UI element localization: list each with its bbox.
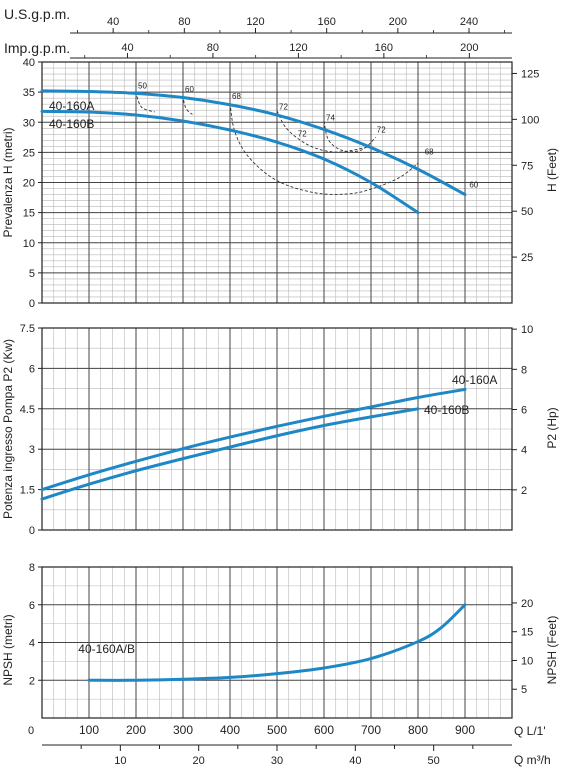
impgpm-tick-label: 120 [289, 42, 307, 54]
head-y-tick-label: 30 [23, 117, 35, 129]
efficiency-label: 74 [326, 113, 335, 122]
npsh-y2-axis-label: NPSH (Feet) [545, 616, 559, 685]
power-curve-40-160B [40, 407, 420, 501]
npsh-y2-tick-label: 20 [521, 598, 533, 610]
lmin-zero-label: 0 [28, 725, 34, 737]
head-series-label: 40-160A [49, 99, 94, 113]
npsh-y2-tick-label: 15 [521, 627, 533, 639]
head-curve-40-160A [40, 89, 467, 197]
lmin-tick-label: 700 [361, 723, 381, 737]
efficiency-label: 50 [138, 81, 147, 90]
npsh-y-axis-label: NPSH (metri) [1, 614, 15, 685]
efficiency-label: 68 [232, 92, 241, 101]
usgpm-tick-label: 120 [246, 16, 264, 28]
lmin-axis-label: Q L/1' [514, 724, 546, 738]
power-y-tick-label: 0 [29, 525, 35, 537]
efficiency-curve [135, 91, 155, 113]
impgpm-tick-label: 160 [375, 42, 393, 54]
lmin-tick-label: 100 [79, 723, 99, 737]
m3h-axis-label: Q m³/h [514, 753, 551, 767]
head-y-tick-label: 35 [23, 87, 35, 99]
usgpm-tick-label: 200 [389, 16, 407, 28]
lmin-tick-label: 800 [408, 723, 428, 737]
lmin-tick-label: 500 [267, 723, 287, 737]
head-y2-tick-label: 25 [521, 252, 533, 264]
impgpm-tick-label: 80 [207, 42, 219, 54]
impgpm-axis-label: Imp.g.p.m. [4, 40, 70, 56]
head-y2-tick-label: 75 [521, 160, 533, 172]
power-series-label: 40-160A [452, 373, 497, 387]
efficiency-label: 72 [279, 102, 288, 111]
power-y2-tick-label: 6 [521, 404, 527, 416]
lmin-tick-label: 400 [220, 723, 240, 737]
impgpm-tick-label: 40 [121, 42, 133, 54]
power-y-tick-label: 6 [29, 363, 35, 375]
plot-frame [41, 327, 513, 531]
efficiency-label: 72 [377, 125, 386, 134]
head-y-tick-label: 25 [23, 147, 35, 159]
head-y-axis-label: Prevalenza H (metri) [1, 127, 15, 237]
m3h-tick-label: 30 [271, 755, 283, 767]
efficiency-label: 72 [298, 130, 307, 139]
m3h-tick-label: 40 [349, 755, 361, 767]
npsh-y-tick-label: 2 [29, 675, 35, 687]
power-y-tick-label: 1.5 [20, 485, 35, 497]
power-y-tick-label: 4.5 [20, 404, 35, 416]
npsh-y2-tick-label: 10 [521, 655, 533, 667]
power-y2-tick-label: 4 [521, 445, 527, 457]
grid [42, 327, 512, 531]
lmin-tick-label: 200 [126, 723, 146, 737]
npsh-y-tick-label: 8 [29, 562, 35, 574]
npsh-series-label: 40-160A/B [78, 642, 135, 656]
npsh-y-tick-label: 4 [29, 638, 35, 650]
npsh-y2-tick-label: 5 [521, 684, 527, 696]
power-y-tick-label: 3 [29, 444, 35, 456]
head-y-tick-label: 15 [23, 208, 35, 220]
impgpm-tick-label: 200 [460, 42, 478, 54]
m3h-tick-label: 50 [428, 755, 440, 767]
lmin-tick-label: 300 [173, 723, 193, 737]
npsh-curve [87, 603, 467, 682]
efficiency-curve [229, 102, 419, 195]
lmin-tick-label: 900 [455, 723, 475, 737]
usgpm-tick-label: 40 [107, 16, 119, 28]
usgpm-axis-label: U.S.g.p.m. [4, 6, 70, 22]
head-y-tick-label: 0 [29, 298, 35, 310]
efficiency-label: 60 [469, 181, 478, 190]
head-curve-40-160B [40, 109, 420, 215]
power-y2-tick-label: 2 [521, 485, 527, 497]
power-y2-tick-label: 10 [521, 324, 533, 336]
power-y2-tick-label: 8 [521, 364, 527, 376]
head-series-label: 40-160B [49, 117, 94, 131]
lmin-tick-label: 600 [314, 723, 334, 737]
usgpm-tick-label: 240 [460, 16, 478, 28]
head-y-tick-label: 40 [23, 57, 35, 69]
efficiency-curve [182, 95, 193, 115]
power-y2-axis-label: P2 (Hp) [545, 407, 559, 448]
head-y2-tick-label: 100 [521, 114, 539, 126]
m3h-tick-label: 10 [114, 755, 126, 767]
efficiency-label: 68 [425, 148, 434, 157]
head-y-tick-label: 5 [29, 268, 35, 280]
npsh-y-tick-label: 6 [29, 600, 35, 612]
efficiency-label: 60 [185, 85, 194, 94]
head-y2-tick-label: 125 [521, 68, 539, 80]
head-y-tick-label: 20 [23, 178, 35, 190]
head-y2-tick-label: 50 [521, 206, 533, 218]
power-curve-40-160A [40, 387, 467, 492]
usgpm-tick-label: 160 [317, 16, 335, 28]
power-series-label: 40-160B [424, 403, 469, 417]
power-y-axis-label: Potenza ingresso Pompa P2 (Kw) [1, 339, 15, 519]
head-y-tick-label: 10 [23, 238, 35, 250]
power-y-tick-label: 7.5 [20, 323, 35, 335]
usgpm-tick-label: 80 [178, 16, 190, 28]
head-y2-axis-label: H (Feet) [545, 148, 559, 192]
m3h-tick-label: 20 [193, 755, 205, 767]
